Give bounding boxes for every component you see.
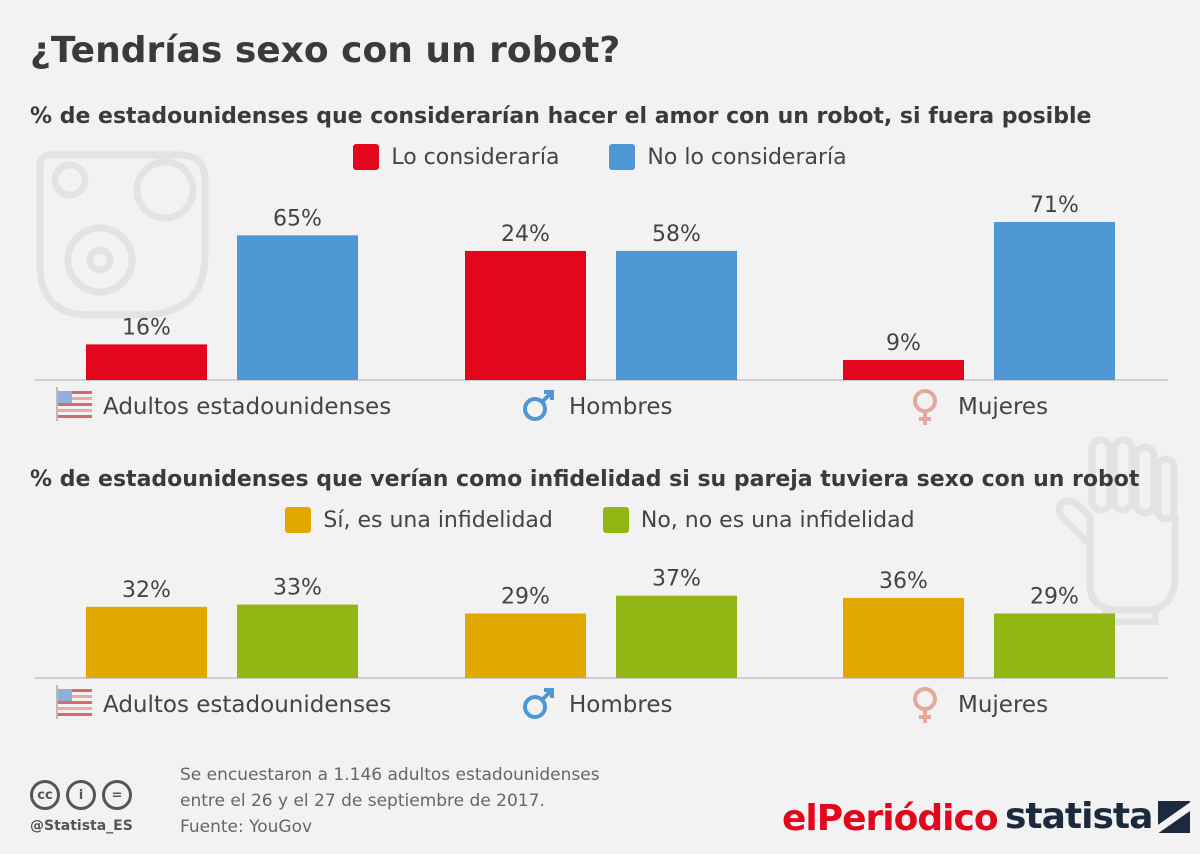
footer-note: Se encuestaron a 1.146 adultos estadouni… xyxy=(180,762,600,840)
bar-value-label: 71% xyxy=(1030,193,1079,218)
el-periodico-logo: elPeriódico xyxy=(782,798,999,839)
legend-swatch-blue xyxy=(609,144,636,170)
legend-label: No lo consideraría xyxy=(647,144,847,170)
chart2-legend: Sí, es una infidelidad No, no es una inf… xyxy=(0,507,1200,533)
legend-label: Lo consideraría xyxy=(391,144,560,170)
female-symbol-icon xyxy=(913,687,937,723)
statista-logo: statista xyxy=(1005,796,1191,837)
category-label: Adultos estadounidenses xyxy=(103,692,391,718)
legend-item-no-lo-consideraria: No lo consideraría xyxy=(609,144,847,170)
legend-item-no-infidelidad: No, no es una infidelidad xyxy=(602,507,915,533)
bar-value-label: 37% xyxy=(652,567,701,592)
chart2-title: % de estadounidenses que verían como inf… xyxy=(30,467,1140,492)
bar xyxy=(616,250,737,380)
bar-value-label: 9% xyxy=(886,331,921,356)
bar xyxy=(86,344,207,380)
chart1-legend: Lo consideraría No lo consideraría xyxy=(0,144,1200,170)
chart2-bars: 32% 33% Adultos estadounidenses 29% 37% Hombr… xyxy=(35,567,1168,723)
bar xyxy=(465,250,586,380)
legend-swatch-green xyxy=(602,507,629,533)
bar xyxy=(994,222,1115,380)
bar xyxy=(86,606,207,678)
bar-value-label: 32% xyxy=(122,578,171,603)
bar-value-label: 29% xyxy=(501,584,550,609)
bar xyxy=(465,613,586,678)
cc-icon: cc xyxy=(30,780,60,810)
bar xyxy=(843,597,964,678)
page-title: ¿Tendrías sexo con un robot? xyxy=(30,30,621,71)
legend-label: No, no es una infidelidad xyxy=(640,507,915,533)
us-flag-icon xyxy=(56,685,92,719)
bar xyxy=(994,613,1115,678)
no-derivatives-icon: = xyxy=(102,780,132,810)
source-line: Fuente: YouGov xyxy=(180,817,313,837)
bar xyxy=(237,604,358,678)
category-label: Mujeres xyxy=(958,692,1048,718)
category-label: Hombres xyxy=(569,692,672,718)
bar xyxy=(237,235,358,380)
male-symbol-icon xyxy=(523,688,554,719)
female-symbol-icon xyxy=(913,389,937,425)
category-label: Adultos estadounidenses xyxy=(103,394,391,420)
chart1-title: % de estadounidenses que considerarían h… xyxy=(30,104,1092,129)
category-label: Hombres xyxy=(569,394,672,420)
gears-watermark-icon xyxy=(36,151,209,319)
bar-value-label: 65% xyxy=(273,206,322,231)
legend-swatch-yellow xyxy=(285,507,312,533)
legend-item-lo-consideraria: Lo consideraría xyxy=(353,144,559,170)
attribution-icon: i xyxy=(66,780,96,810)
statista-mark-icon xyxy=(1158,800,1191,833)
bar-value-label: 16% xyxy=(122,315,171,340)
license-icons: cc i = xyxy=(30,780,132,810)
bar-value-label: 29% xyxy=(1030,584,1079,609)
statista-wordmark: statista xyxy=(1005,796,1153,837)
category-label: Mujeres xyxy=(958,394,1048,420)
male-symbol-icon xyxy=(523,390,554,421)
bar-value-label: 24% xyxy=(501,222,550,247)
bar xyxy=(616,595,737,678)
bar xyxy=(843,359,964,380)
social-handle: @Statista_ES xyxy=(30,818,133,834)
bar-value-label: 58% xyxy=(652,222,701,247)
bar-value-label: 33% xyxy=(273,576,322,601)
legend-swatch-red xyxy=(353,144,380,170)
us-flag-icon xyxy=(56,387,92,421)
note-line-2: entre el 26 y el 27 de septiembre de 201… xyxy=(180,791,545,811)
note-line-1: Se encuestaron a 1.146 adultos estadouni… xyxy=(180,765,600,785)
legend-item-si-infidelidad: Sí, es una infidelidad xyxy=(285,507,553,533)
legend-label: Sí, es una infidelidad xyxy=(323,507,553,533)
chart1-bars: 16% 65% Adultos estadounidenses 24% 58% Hombr… xyxy=(35,193,1168,425)
bar-value-label: 36% xyxy=(879,569,928,594)
